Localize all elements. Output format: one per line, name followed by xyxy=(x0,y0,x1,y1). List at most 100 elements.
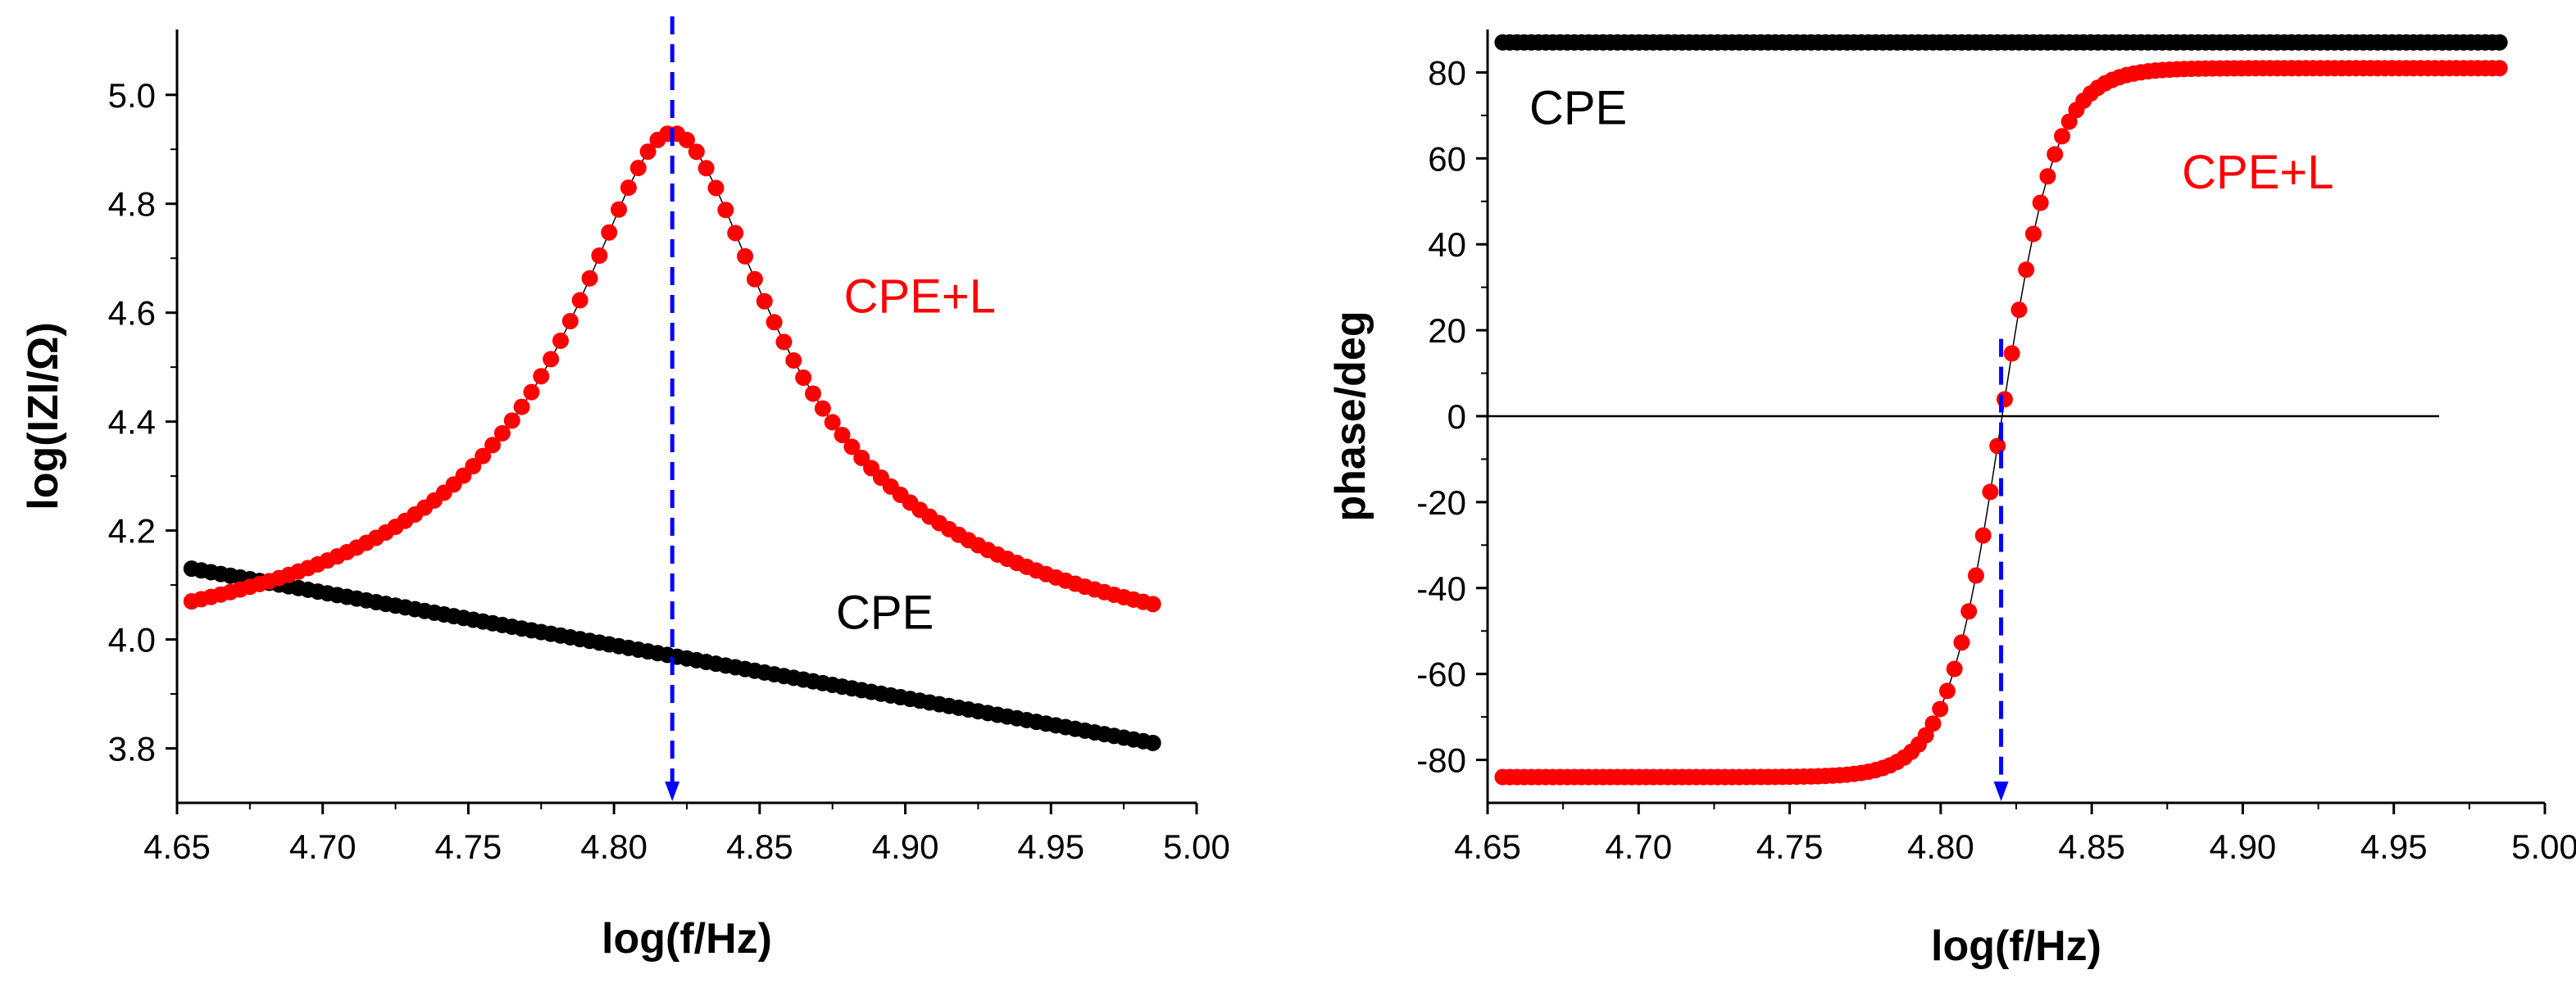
y-tick-label: -80 xyxy=(1416,741,1466,780)
x-tick-label: 5.00 xyxy=(1163,827,1230,866)
data-point xyxy=(1946,660,1963,678)
data-point xyxy=(581,270,598,287)
data-point xyxy=(679,131,695,148)
data-point xyxy=(543,351,560,368)
y-tick-label: 4.8 xyxy=(108,185,156,224)
x-tick-label: 4.85 xyxy=(2058,827,2125,866)
data-point xyxy=(785,351,802,369)
x-tick-label: 4.75 xyxy=(435,827,502,866)
x-axis-title: log(f/Hz) xyxy=(602,915,772,963)
data-point xyxy=(2039,168,2056,185)
data-point xyxy=(561,312,579,329)
data-point xyxy=(717,202,734,219)
data-point xyxy=(707,179,725,197)
y-axis-title: phase/deg xyxy=(1327,310,1374,521)
data-point xyxy=(639,143,656,161)
data-point xyxy=(523,383,540,401)
y-tick-label: 80 xyxy=(1428,53,1466,92)
data-point xyxy=(601,224,618,241)
data-point xyxy=(2053,128,2070,145)
x-tick-label: 4.85 xyxy=(726,827,793,866)
marker-arrowhead xyxy=(1993,782,2009,801)
x-axis-title: log(f/Hz) xyxy=(1931,922,2101,970)
series-cpe-l xyxy=(183,125,1161,613)
y-tick-label: 0 xyxy=(1447,397,1466,436)
data-point xyxy=(1144,596,1161,613)
series-label-cpe-l: CPE+L xyxy=(2182,146,2333,199)
y-tick-label: 60 xyxy=(1428,139,1466,178)
y-tick-label: 4.2 xyxy=(108,512,156,551)
data-point xyxy=(475,447,492,465)
data-point xyxy=(824,414,841,431)
y-tick-label: 40 xyxy=(1428,225,1466,264)
y-tick-label: -20 xyxy=(1416,483,1466,522)
data-point xyxy=(1967,567,1984,584)
data-point xyxy=(843,438,861,455)
data-point xyxy=(834,426,851,443)
data-point xyxy=(1982,483,1999,501)
data-point xyxy=(1953,634,1970,651)
data-point xyxy=(697,160,715,177)
data-point xyxy=(688,143,705,161)
data-point xyxy=(2491,60,2508,77)
x-tick-label: 4.70 xyxy=(1605,827,1672,866)
data-point xyxy=(533,368,550,385)
series-label-cpe: CPE xyxy=(836,586,934,639)
data-point xyxy=(484,437,502,454)
data-point xyxy=(1996,391,2013,408)
data-point xyxy=(493,424,511,442)
x-tick-label: 4.65 xyxy=(1454,827,1521,866)
data-point xyxy=(2018,261,2035,279)
x-tick-label: 5.00 xyxy=(2511,827,2576,866)
y-tick-label: 3.8 xyxy=(108,730,156,768)
y-tick-label: -40 xyxy=(1416,569,1466,608)
series-cpe xyxy=(1494,34,2508,51)
y-tick-label: 20 xyxy=(1428,311,1466,350)
data-point xyxy=(1974,527,1992,544)
data-point xyxy=(805,385,822,402)
x-tick-label: 4.70 xyxy=(289,827,357,866)
series-label-cpe-l: CPE+L xyxy=(844,270,996,324)
x-tick-label: 4.95 xyxy=(2360,827,2428,866)
data-point xyxy=(1924,715,1942,732)
data-point xyxy=(1144,734,1161,751)
data-point xyxy=(727,224,744,242)
x-tick-label: 4.95 xyxy=(1017,827,1084,866)
impedance-magnitude-chart: 4.65 4.70 4.75 4.80 4.85 4.90 4.95 5.00 3.8 4.0 4.… xyxy=(20,16,1230,963)
data-point xyxy=(2047,146,2064,163)
x-tick-label: 4.90 xyxy=(872,827,939,866)
data-point xyxy=(1960,603,1978,620)
data-point xyxy=(2010,301,2028,319)
x-tick-label: 4.75 xyxy=(1756,827,1824,866)
y-axis-title: log(IZI/Ω) xyxy=(20,322,67,510)
marker-arrowhead xyxy=(665,782,680,801)
data-point xyxy=(571,292,588,309)
data-point xyxy=(746,270,763,288)
y-tick-label: 4.0 xyxy=(108,621,156,659)
data-point xyxy=(2024,225,2042,242)
data-point xyxy=(465,457,482,474)
y-tick-label: -60 xyxy=(1416,655,1466,694)
data-point xyxy=(611,201,628,218)
x-tick-label: 4.80 xyxy=(1907,827,1974,866)
y-tick-label: 4.4 xyxy=(108,403,156,442)
data-point xyxy=(591,247,608,264)
data-point xyxy=(1932,700,1949,718)
data-point xyxy=(629,160,647,177)
data-point xyxy=(814,400,831,417)
data-point xyxy=(1938,682,1956,700)
series-cpe-l xyxy=(1494,60,2508,786)
data-point xyxy=(795,369,812,386)
data-point xyxy=(552,332,569,349)
x-tick-label: 4.90 xyxy=(2210,827,2277,866)
phase-angle-chart: 4.65 4.70 4.75 4.80 4.85 4.90 4.95 5.00 -80 -60 -4… xyxy=(1327,29,2576,970)
data-point xyxy=(513,398,530,415)
data-point xyxy=(766,314,783,331)
y-tick-label: 4.6 xyxy=(108,294,156,333)
data-point xyxy=(737,247,754,265)
series-cpe xyxy=(183,560,1161,751)
data-point xyxy=(620,179,637,197)
data-point xyxy=(2491,34,2508,51)
data-point xyxy=(2032,194,2049,211)
x-tick-label: 4.65 xyxy=(143,827,211,866)
